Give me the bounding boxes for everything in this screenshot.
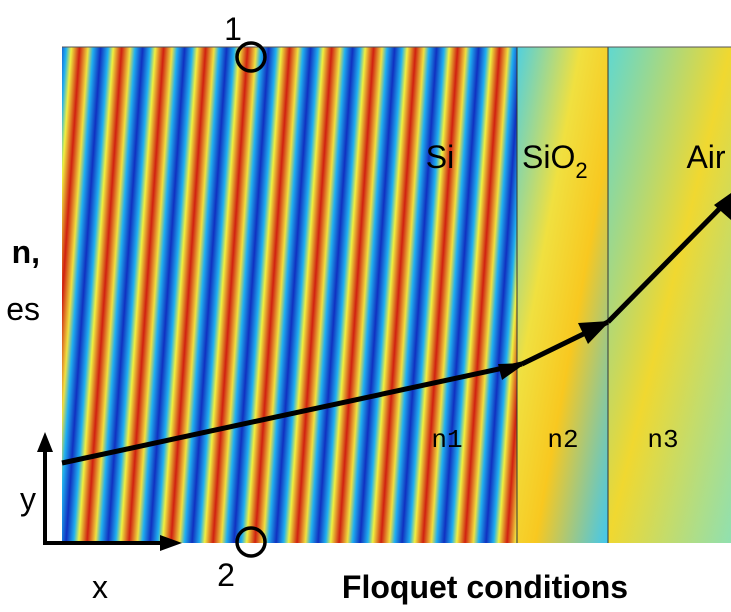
caption: Floquet conditions — [342, 569, 628, 605]
index-label: n3 — [647, 425, 678, 455]
si-region — [62, 47, 517, 543]
region-label: Si — [426, 139, 454, 175]
ray — [606, 195, 731, 324]
arrowhead — [714, 193, 731, 220]
region-subscript: 2 — [575, 158, 587, 183]
marker-label: 1 — [224, 11, 242, 47]
index-label: n2 — [547, 425, 578, 455]
marker-circle — [235, 41, 267, 73]
sio2-region — [517, 47, 608, 543]
arrowhead — [37, 432, 53, 452]
region-label: SiO2 — [522, 139, 588, 183]
arrowhead — [578, 321, 610, 344]
cropped-text: n, — [12, 234, 40, 270]
cropped-text: es — [6, 291, 40, 327]
ray — [61, 361, 523, 466]
index-label: n1 — [431, 425, 462, 455]
marker-label: 2 — [217, 557, 235, 593]
air-region — [608, 47, 731, 543]
region-label: Air — [686, 139, 725, 175]
arrowhead — [160, 535, 182, 551]
region-label-text: SiO — [522, 139, 575, 175]
axis-label: x — [92, 569, 108, 605]
arrowhead — [498, 363, 526, 380]
marker-circle — [235, 526, 267, 558]
axis-label: y — [20, 481, 36, 517]
